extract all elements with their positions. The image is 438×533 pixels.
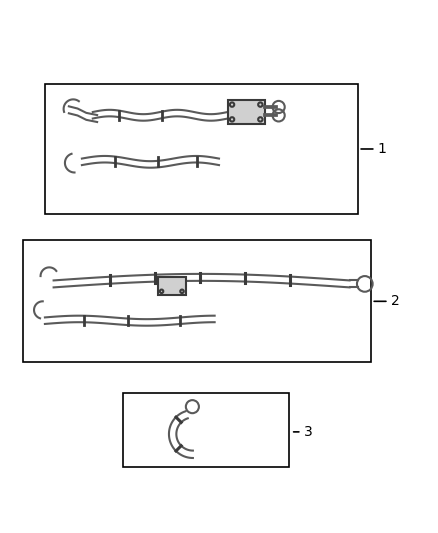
Bar: [45, 84, 358, 214]
Bar: [123, 393, 289, 467]
Bar: [158, 277, 186, 295]
Bar: [228, 100, 265, 124]
Bar: [23, 240, 371, 362]
Text: 1: 1: [378, 142, 387, 156]
Text: 3: 3: [304, 425, 313, 439]
Text: 2: 2: [391, 294, 399, 308]
